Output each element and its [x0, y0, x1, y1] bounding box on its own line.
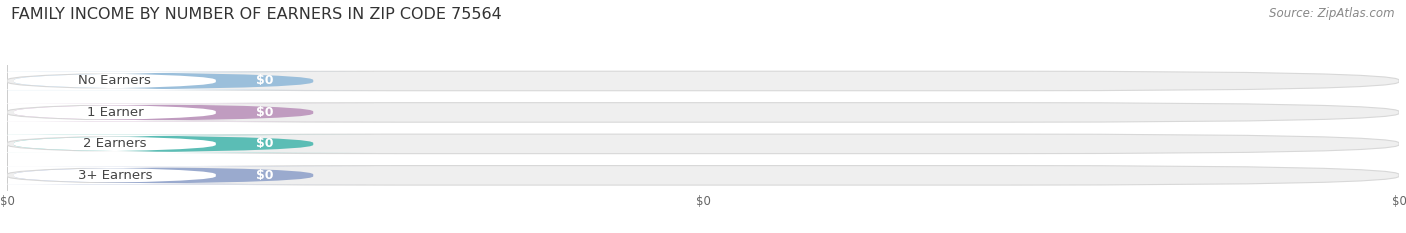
FancyBboxPatch shape — [0, 135, 375, 153]
FancyBboxPatch shape — [0, 166, 375, 185]
FancyBboxPatch shape — [7, 134, 1399, 154]
Text: Source: ZipAtlas.com: Source: ZipAtlas.com — [1270, 7, 1395, 20]
FancyBboxPatch shape — [0, 135, 375, 153]
FancyBboxPatch shape — [0, 72, 375, 90]
FancyBboxPatch shape — [0, 103, 375, 122]
Text: 3+ Earners: 3+ Earners — [77, 169, 152, 182]
Text: $0: $0 — [256, 169, 273, 182]
Text: $0: $0 — [256, 137, 273, 150]
FancyBboxPatch shape — [7, 103, 1399, 122]
Text: 2 Earners: 2 Earners — [83, 137, 146, 150]
FancyBboxPatch shape — [0, 103, 375, 122]
FancyBboxPatch shape — [7, 166, 1399, 185]
Text: No Earners: No Earners — [79, 75, 152, 87]
Text: $0: $0 — [256, 75, 273, 87]
FancyBboxPatch shape — [7, 71, 1399, 91]
Text: FAMILY INCOME BY NUMBER OF EARNERS IN ZIP CODE 75564: FAMILY INCOME BY NUMBER OF EARNERS IN ZI… — [11, 7, 502, 22]
Text: $0: $0 — [256, 106, 273, 119]
FancyBboxPatch shape — [0, 72, 375, 90]
Text: 1 Earner: 1 Earner — [87, 106, 143, 119]
FancyBboxPatch shape — [0, 166, 375, 185]
